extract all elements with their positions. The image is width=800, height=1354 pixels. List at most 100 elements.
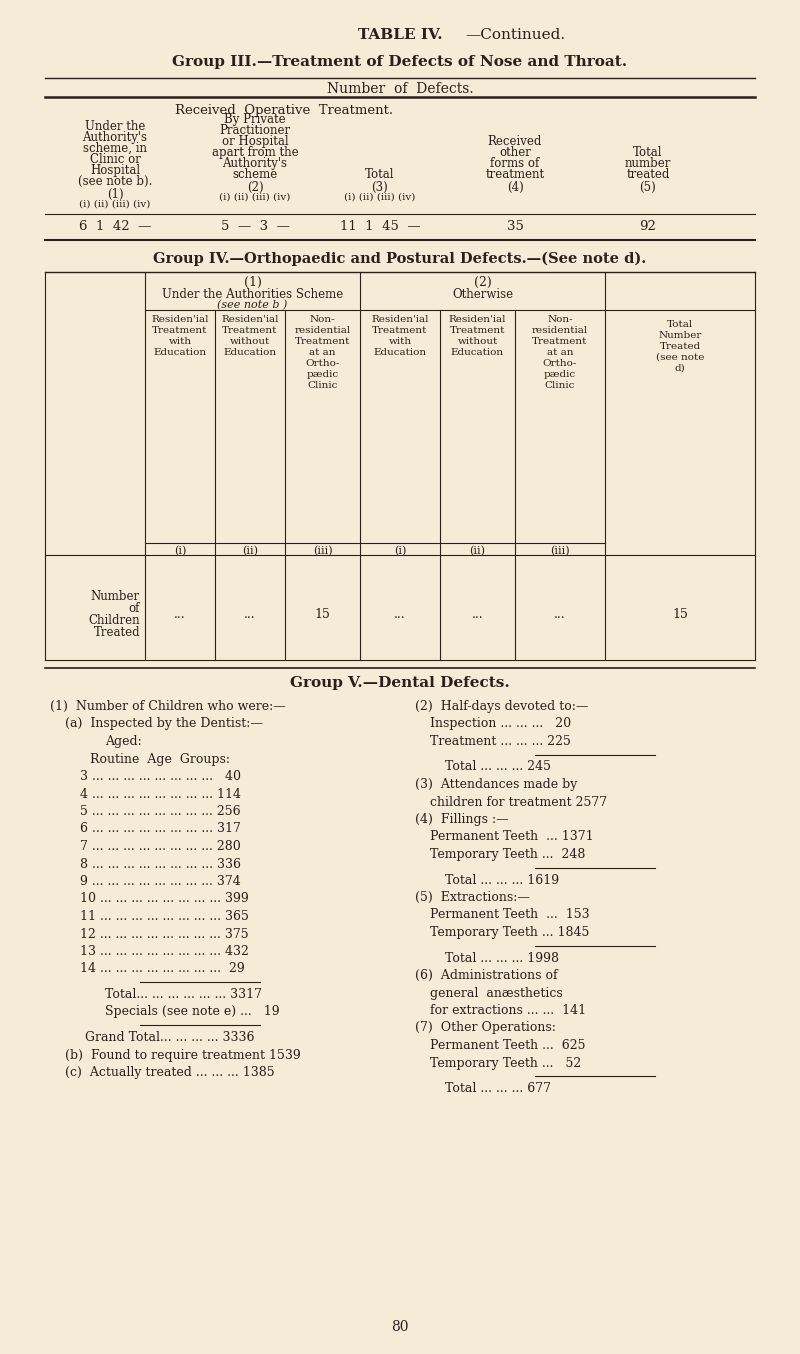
- Text: treated: treated: [626, 168, 670, 181]
- Text: Total ... ... ... 245: Total ... ... ... 245: [445, 761, 551, 773]
- Text: without: without: [230, 337, 270, 347]
- Text: Ortho-: Ortho-: [543, 359, 577, 368]
- Text: children for treatment 2577: children for treatment 2577: [430, 796, 607, 808]
- Text: pædic: pædic: [544, 370, 576, 379]
- Text: Treated: Treated: [94, 626, 140, 639]
- Text: Under the Authorities Scheme: Under the Authorities Scheme: [162, 288, 343, 301]
- Text: (2)  Half-days devoted to:—: (2) Half-days devoted to:—: [415, 700, 588, 714]
- Text: general  anæsthetics: general anæsthetics: [430, 987, 562, 999]
- Text: Non-: Non-: [547, 315, 573, 324]
- Text: (ii): (ii): [242, 546, 258, 556]
- Text: Number: Number: [91, 590, 140, 603]
- Text: (see note b).: (see note b).: [78, 175, 152, 188]
- Text: d): d): [674, 364, 686, 372]
- Text: ...: ...: [554, 608, 566, 621]
- Text: (4): (4): [506, 181, 523, 194]
- Text: Clinic: Clinic: [545, 380, 575, 390]
- Text: (6)  Administrations of: (6) Administrations of: [415, 969, 558, 982]
- Text: 7 ... ... ... ... ... ... ... ... 280: 7 ... ... ... ... ... ... ... ... 280: [80, 839, 241, 853]
- Text: Treatment: Treatment: [372, 326, 428, 334]
- Text: 5 ... ... ... ... ... ... ... ... 256: 5 ... ... ... ... ... ... ... ... 256: [80, 806, 241, 818]
- Text: Treatment: Treatment: [222, 326, 278, 334]
- Text: Education: Education: [223, 348, 277, 357]
- Text: 80: 80: [391, 1320, 409, 1334]
- Text: 15: 15: [314, 608, 330, 621]
- Text: 3 ... ... ... ... ... ... ... ...   40: 3 ... ... ... ... ... ... ... ... 40: [80, 770, 241, 783]
- Text: with: with: [389, 337, 411, 347]
- Text: Received  Operative  Treatment.: Received Operative Treatment.: [175, 104, 393, 116]
- Text: Permanent Teeth  ... 1371: Permanent Teeth ... 1371: [430, 830, 594, 844]
- Text: (see note b ): (see note b ): [218, 301, 288, 310]
- Text: Treated: Treated: [659, 343, 701, 351]
- Text: 6  1  42  —: 6 1 42 —: [79, 219, 151, 233]
- Text: 12 ... ... ... ... ... ... ... ... 375: 12 ... ... ... ... ... ... ... ... 375: [80, 927, 249, 941]
- Text: (7)  Other Operations:: (7) Other Operations:: [415, 1021, 556, 1034]
- Text: (i) (ii) (iii) (iv): (i) (ii) (iii) (iv): [219, 194, 290, 202]
- Text: Authority's: Authority's: [222, 157, 287, 171]
- Text: (3): (3): [372, 181, 388, 194]
- Text: 13 ... ... ... ... ... ... ... ... 432: 13 ... ... ... ... ... ... ... ... 432: [80, 945, 249, 959]
- Text: 5  —  3  —: 5 — 3 —: [221, 219, 290, 233]
- Text: scheme, in: scheme, in: [83, 142, 147, 154]
- Text: Authority's: Authority's: [82, 131, 147, 144]
- Text: Residen'ial: Residen'ial: [371, 315, 429, 324]
- Text: Children: Children: [88, 613, 140, 627]
- Text: Routine  Age  Groups:: Routine Age Groups:: [90, 753, 230, 765]
- Text: Grand Total... ... ... ... 3336: Grand Total... ... ... ... 3336: [85, 1030, 254, 1044]
- Text: residential: residential: [294, 326, 350, 334]
- Text: residential: residential: [532, 326, 588, 334]
- Text: Otherwise: Otherwise: [452, 288, 513, 301]
- Text: for extractions ... ...  141: for extractions ... ... 141: [430, 1005, 586, 1017]
- Text: —Continued.: —Continued.: [465, 28, 565, 42]
- Text: forms of: forms of: [490, 157, 540, 171]
- Text: Group V.—Dental Defects.: Group V.—Dental Defects.: [290, 676, 510, 691]
- Text: Specials (see note e) ...   19: Specials (see note e) ... 19: [105, 1006, 280, 1018]
- Text: Treatment: Treatment: [450, 326, 505, 334]
- Text: (4)  Fillings :—: (4) Fillings :—: [415, 812, 509, 826]
- Text: Treatment: Treatment: [152, 326, 208, 334]
- Text: (a)  Inspected by the Dentist:—: (a) Inspected by the Dentist:—: [65, 718, 263, 731]
- Text: ...: ...: [244, 608, 256, 621]
- Text: (b)  Found to require treatment 1539: (b) Found to require treatment 1539: [65, 1048, 301, 1062]
- Text: at an: at an: [310, 348, 336, 357]
- Text: (1): (1): [106, 188, 123, 200]
- Text: By Private: By Private: [224, 112, 286, 126]
- Text: ...: ...: [174, 608, 186, 621]
- Text: Residen'ial: Residen'ial: [151, 315, 209, 324]
- Text: 15: 15: [672, 608, 688, 621]
- Text: (2): (2): [474, 276, 491, 288]
- Text: Clinic: Clinic: [307, 380, 338, 390]
- Text: 35: 35: [506, 219, 523, 233]
- Text: with: with: [169, 337, 191, 347]
- Text: Practitioner: Practitioner: [219, 125, 290, 137]
- Text: Permanent Teeth ...  625: Permanent Teeth ... 625: [430, 1039, 586, 1052]
- Text: Ortho-: Ortho-: [306, 359, 340, 368]
- Text: 6 ... ... ... ... ... ... ... ... 317: 6 ... ... ... ... ... ... ... ... 317: [80, 822, 241, 835]
- Text: Clinic or: Clinic or: [90, 153, 141, 167]
- Text: 14 ... ... ... ... ... ... ... ...  29: 14 ... ... ... ... ... ... ... ... 29: [80, 963, 245, 975]
- Text: Temporary Teeth ...  248: Temporary Teeth ... 248: [430, 848, 586, 861]
- Text: (1): (1): [243, 276, 262, 288]
- Text: Aged:: Aged:: [105, 735, 142, 747]
- Text: ...: ...: [472, 608, 483, 621]
- Text: (i): (i): [174, 546, 186, 556]
- Text: (3)  Attendances made by: (3) Attendances made by: [415, 779, 578, 791]
- Text: scheme: scheme: [232, 168, 278, 181]
- Text: Under the: Under the: [85, 121, 145, 133]
- Text: (ii): (ii): [470, 546, 486, 556]
- Text: (iii): (iii): [550, 546, 570, 556]
- Text: Received: Received: [488, 135, 542, 148]
- Text: (see note: (see note: [656, 353, 704, 362]
- Text: (i) (ii) (iii) (iv): (i) (ii) (iii) (iv): [79, 200, 150, 209]
- Text: Number  of  Defects.: Number of Defects.: [326, 83, 474, 96]
- Text: (c)  Actually treated ... ... ... 1385: (c) Actually treated ... ... ... 1385: [65, 1066, 274, 1079]
- Text: Residen'ial: Residen'ial: [222, 315, 278, 324]
- Text: Education: Education: [374, 348, 426, 357]
- Text: ...: ...: [394, 608, 406, 621]
- Text: 9 ... ... ... ... ... ... ... ... 374: 9 ... ... ... ... ... ... ... ... 374: [80, 875, 241, 888]
- Text: Hospital: Hospital: [90, 164, 140, 177]
- Text: number: number: [625, 157, 671, 171]
- Text: 92: 92: [639, 219, 657, 233]
- Text: Temporary Teeth ...   52: Temporary Teeth ... 52: [430, 1056, 582, 1070]
- Text: Residen'ial: Residen'ial: [449, 315, 506, 324]
